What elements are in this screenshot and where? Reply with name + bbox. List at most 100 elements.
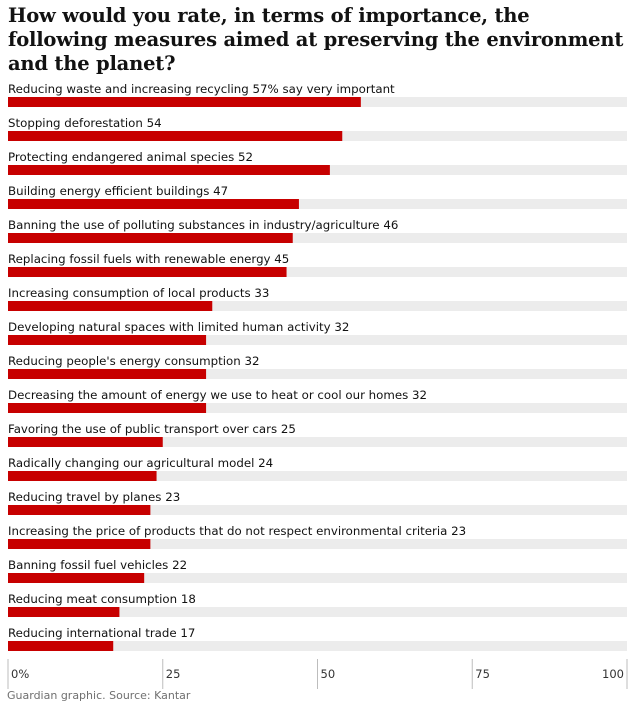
category-label: Reducing travel by planes	[8, 490, 165, 504]
bar-row: Banning the use of polluting substances …	[8, 218, 627, 243]
bar	[8, 437, 163, 447]
bar	[8, 335, 207, 345]
bar-track	[8, 301, 627, 311]
category-label: Building energy efficient buildings	[8, 184, 213, 198]
bar	[8, 539, 151, 549]
bar-row: Building energy efficient buildings 47	[8, 184, 627, 209]
category-label: Favoring the use of public transport ove…	[8, 422, 281, 436]
bar	[8, 97, 361, 107]
category-label: Reducing international trade	[8, 626, 180, 640]
category-label: Increasing the price of products that do…	[8, 524, 451, 538]
bar-track	[8, 233, 627, 243]
value-label: 54	[147, 116, 162, 130]
category-label: Increasing consumption of local products	[8, 286, 254, 300]
category-label: Reducing meat consumption	[8, 592, 181, 606]
value-label: 46	[383, 218, 398, 232]
bar-row: Developing natural spaces with limited h…	[8, 320, 627, 345]
bar-row: Reducing meat consumption 18	[8, 592, 627, 617]
bar-row: Replacing fossil fuels with renewable en…	[8, 252, 627, 277]
bar	[8, 267, 287, 277]
value-label: 24	[258, 456, 273, 470]
bar-row: Reducing travel by planes 23	[8, 490, 627, 515]
category-label: Reducing waste and increasing recycling	[8, 82, 253, 96]
x-axis: 0% 25 50 75 100	[7, 659, 628, 689]
category-label: Stopping deforestation	[8, 116, 147, 130]
bar	[8, 505, 151, 515]
bar-row: Protecting endangered animal species 52	[8, 150, 627, 175]
bar-label: Increasing consumption of local products…	[8, 286, 269, 300]
bar-label: Building energy efficient buildings 47	[8, 184, 228, 198]
category-label: Decreasing the amount of energy we use t…	[8, 388, 412, 402]
value-label: 23	[165, 490, 180, 504]
bar-label: Increasing the price of products that do…	[8, 524, 466, 538]
value-label: 25	[281, 422, 296, 436]
bar-label: Banning fossil fuel vehicles 22	[8, 558, 187, 572]
x-tick-label: 75	[475, 667, 490, 681]
value-label: 18	[181, 592, 196, 606]
bar-track	[8, 369, 627, 379]
bar-track	[8, 335, 627, 345]
chart-title: How would you rate, in terms of importan…	[8, 4, 624, 75]
bar-track	[8, 267, 627, 277]
bar-row: Banning fossil fuel vehicles 22	[8, 558, 627, 583]
bar-track	[8, 539, 627, 549]
category-label: Developing natural spaces with limited h…	[8, 320, 334, 334]
value-label: 23	[451, 524, 466, 538]
x-tick-label: 25	[166, 667, 181, 681]
bar-row: Decreasing the amount of energy we use t…	[8, 388, 627, 413]
value-label: 47	[213, 184, 228, 198]
bar-track	[8, 437, 627, 447]
bar-row: Increasing consumption of local products…	[8, 286, 627, 311]
category-label: Radically changing our agricultural mode…	[8, 456, 258, 470]
bar-track	[8, 641, 627, 651]
bar-track	[8, 607, 627, 617]
bar	[8, 471, 157, 481]
bar-track	[8, 505, 627, 515]
bar	[8, 641, 114, 651]
category-label: Reducing people's energy consumption	[8, 354, 244, 368]
bar-track	[8, 471, 627, 481]
value-label: 32	[334, 320, 349, 334]
value-label: 17	[180, 626, 195, 640]
bar-label: Reducing meat consumption 18	[8, 592, 196, 606]
category-label: Banning fossil fuel vehicles	[8, 558, 172, 572]
bar-label: Reducing people's energy consumption 32	[8, 354, 260, 368]
bar-row: Stopping deforestation 54	[8, 116, 627, 141]
bar-label: Reducing waste and increasing recycling …	[8, 82, 395, 96]
bar-label: Developing natural spaces with limited h…	[8, 320, 349, 334]
value-label: 57% say very important	[253, 82, 396, 96]
bar	[8, 607, 120, 617]
value-label: 45	[274, 252, 289, 266]
bar	[8, 301, 213, 311]
bar	[8, 199, 299, 209]
value-label: 32	[412, 388, 427, 402]
bar	[8, 403, 207, 413]
source-note: Guardian graphic. Source: Kantar	[7, 689, 191, 702]
bar-label: Replacing fossil fuels with renewable en…	[8, 252, 289, 266]
value-label: 22	[172, 558, 187, 572]
category-label: Protecting endangered animal species	[8, 150, 238, 164]
bar-label: Decreasing the amount of energy we use t…	[8, 388, 427, 402]
bar-label: Protecting endangered animal species 52	[8, 150, 253, 164]
bar-row: Reducing people's energy consumption 32	[8, 354, 627, 379]
bar-track	[8, 573, 627, 583]
x-tick-label: 100	[602, 667, 624, 681]
bar	[8, 573, 145, 583]
bar-row: Increasing the price of products that do…	[8, 524, 627, 549]
bar-row: Reducing waste and increasing recycling …	[8, 82, 627, 107]
value-label: 33	[254, 286, 269, 300]
bar	[8, 131, 343, 141]
bar-label: Banning the use of polluting substances …	[8, 218, 398, 232]
bar-row: Reducing international trade 17	[8, 626, 627, 651]
value-label: 52	[238, 150, 253, 164]
bar-row: Favoring the use of public transport ove…	[8, 422, 627, 447]
bar	[8, 233, 293, 243]
bar-label: Radically changing our agricultural mode…	[8, 456, 273, 470]
category-label: Replacing fossil fuels with renewable en…	[8, 252, 274, 266]
bar-track	[8, 199, 627, 209]
bar-label: Reducing travel by planes 23	[8, 490, 180, 504]
category-label: Banning the use of polluting substances …	[8, 218, 383, 232]
rows-group: Reducing waste and increasing recycling …	[8, 82, 627, 651]
bar-label: Favoring the use of public transport ove…	[8, 422, 296, 436]
